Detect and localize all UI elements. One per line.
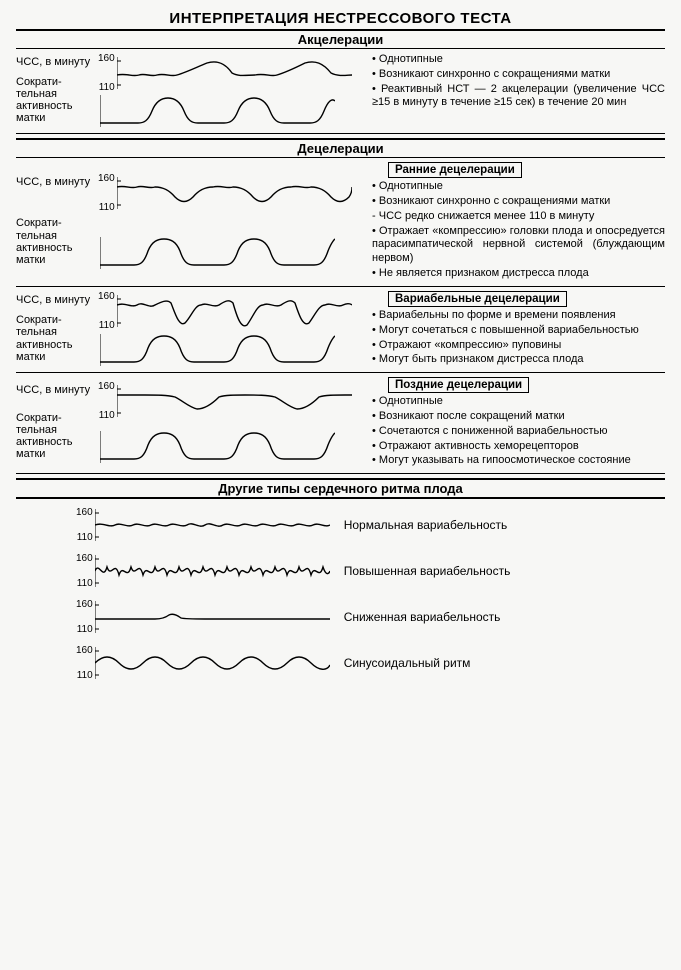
tick-bot: 110	[76, 532, 93, 543]
decel-bullets: ОднотипныеВозникают синхронно с сокращен…	[368, 180, 665, 280]
tick-bot: 110	[76, 670, 93, 681]
tick-top: 160	[98, 291, 115, 302]
other-row-1: 160 110 Повышенная вариабельность	[76, 553, 665, 589]
tick-top: 160	[98, 173, 115, 184]
section-accel-heading: Акцелерации	[16, 29, 665, 49]
decel-block-1: ЧСС, в минуту Сократи- тельная активност…	[16, 291, 665, 373]
other-row-3: 160 110 Синусоидальный ритм	[76, 645, 665, 681]
decel-sub-box: Ранние децелерации	[388, 162, 522, 178]
decel-block-0: ЧСС, в минуту Сократи- тельная активност…	[16, 162, 665, 287]
other-chart	[95, 553, 330, 589]
tick-bot: 110	[76, 578, 93, 589]
bullet: Однотипные	[372, 53, 665, 67]
decel-ua-chart	[100, 429, 335, 465]
bullet: Возникают синхронно с сокращениями матки	[372, 195, 665, 209]
tick-bot: 110	[98, 320, 115, 331]
accel-block: ЧСС, в минуту Сократи- тельная активност…	[16, 53, 665, 134]
other-label: Нормальная вариабельность	[344, 518, 508, 532]
bullet: Сочетаются с пониженной вариабельностью	[372, 425, 665, 439]
bullet: Реактивный НСТ — 2 акцелерации (увеличен…	[372, 83, 665, 111]
tick-top: 160	[76, 553, 93, 564]
other-label: Синусоидальный ритм	[344, 656, 471, 670]
tick-bot: 110	[98, 410, 115, 421]
bullet: Возникают после сокращений матки	[372, 410, 665, 424]
hr-label: ЧСС, в минуту	[16, 384, 98, 396]
other-chart	[95, 507, 330, 543]
hr-label: ЧСС, в минуту	[16, 294, 98, 306]
tick-top: 160	[76, 507, 93, 518]
decel-hr-chart	[117, 383, 352, 419]
ua-label: Сократи- тельная активность матки	[16, 76, 98, 124]
decel-hr-chart	[117, 293, 352, 329]
bullet: Не является признаком дистресса плода	[372, 267, 665, 281]
bullet: Отражает «компрессию» головки плода и оп…	[372, 225, 665, 266]
tick-top: 160	[98, 381, 115, 392]
section-decel-heading: Децелерации	[16, 138, 665, 158]
decel-block-2: ЧСС, в минуту Сократи- тельная активност…	[16, 377, 665, 474]
accel-bullets: ОднотипныеВозникают синхронно с сокращен…	[368, 53, 665, 110]
tick-top: 160	[76, 645, 93, 656]
bullet: Однотипные	[372, 180, 665, 194]
other-row-2: 160 110 Сниженная вариабельность	[76, 599, 665, 635]
bullet: Отражают активность хеморецепторов	[372, 440, 665, 454]
bullet: Отражают «компрессию» пуповины	[372, 339, 665, 353]
tick-bot: 110	[98, 82, 115, 93]
other-chart	[95, 599, 330, 635]
other-row-0: 160 110 Нормальная вариабельность	[76, 507, 665, 543]
tick-top: 160	[76, 599, 93, 610]
tick-bot: 110	[76, 624, 93, 635]
bullet: Возникают синхронно с сокращениями матки	[372, 68, 665, 82]
ua-label: Сократи- тельная активность матки	[16, 412, 98, 460]
section-other-heading: Другие типы сердечного ритма плода	[16, 478, 665, 499]
bullet: ЧСС редко снижается менее 110 в минуту	[372, 210, 665, 224]
bullet: Вариабельны по форме и времени появления	[372, 309, 665, 323]
tick-top: 160	[98, 53, 115, 64]
ua-label: Сократи- тельная активность матки	[16, 217, 98, 265]
decel-sub-box: Поздние децелерации	[388, 377, 529, 393]
decel-bullets: ОднотипныеВозникают после сокращений мат…	[368, 395, 665, 468]
decel-bullets: Вариабельны по форме и времени появления…	[368, 309, 665, 367]
other-label: Повышенная вариабельность	[344, 564, 511, 578]
bullet: Могут сочетаться с повышенной вариабельн…	[372, 324, 665, 338]
ua-label: Сократи- тельная активность матки	[16, 314, 98, 362]
other-chart	[95, 645, 330, 681]
bullet: Однотипные	[372, 395, 665, 409]
hr-label: ЧСС, в минуту	[16, 176, 98, 188]
decel-ua-chart	[100, 235, 335, 271]
tick-bot: 110	[98, 202, 115, 213]
accel-ua-chart	[100, 93, 335, 129]
bullet: Могут указывать на гипоосмотическое сост…	[372, 454, 665, 468]
accel-hr-chart	[117, 55, 352, 91]
hr-label: ЧСС, в минуту	[16, 56, 98, 68]
decel-sub-box: Вариабельные децелерации	[388, 291, 567, 307]
decel-hr-chart	[117, 175, 352, 211]
bullet: Могут быть признаком дистресса плода	[372, 353, 665, 367]
decel-ua-chart	[100, 332, 335, 368]
main-title: ИНТЕРПРЕТАЦИЯ НЕСТРЕССОВОГО ТЕСТА	[16, 10, 665, 27]
other-label: Сниженная вариабельность	[344, 610, 501, 624]
